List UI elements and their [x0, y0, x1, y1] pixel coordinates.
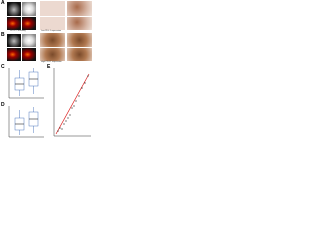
panel-label: A	[1, 0, 5, 6]
plots	[8, 68, 91, 138]
pet-ct-image	[22, 48, 36, 61]
caption: High PD-L1 expression	[41, 61, 62, 63]
histology-image	[67, 1, 92, 16]
caption: PET/CT scanning	[10, 30, 26, 32]
pet-ct-image	[7, 17, 21, 30]
histology-image	[40, 1, 65, 16]
panel-label: C	[1, 64, 5, 70]
box-plot-c	[8, 68, 44, 99]
histology-image	[40, 33, 65, 47]
histology-image	[40, 48, 65, 61]
ct-image	[7, 34, 21, 47]
panel-label: D	[1, 102, 5, 108]
histology-image	[67, 33, 92, 47]
histology-image	[40, 17, 65, 30]
pet-image	[22, 2, 36, 16]
panel-label: B	[1, 32, 5, 38]
caption: Low PD-L1 expression	[41, 30, 62, 32]
histology-image	[67, 48, 92, 61]
panel-label: E	[47, 64, 51, 70]
box-plot-d	[8, 106, 44, 138]
ct-image	[7, 2, 21, 16]
pet-image	[22, 34, 36, 47]
figure: A PET/CT scanning Low PD-L1 expression B…	[0, 0, 93, 144]
scatter-plot-e	[53, 68, 91, 137]
pet-ct-image	[7, 48, 21, 61]
histology-image	[67, 17, 92, 30]
pet-ct-image	[22, 17, 36, 30]
